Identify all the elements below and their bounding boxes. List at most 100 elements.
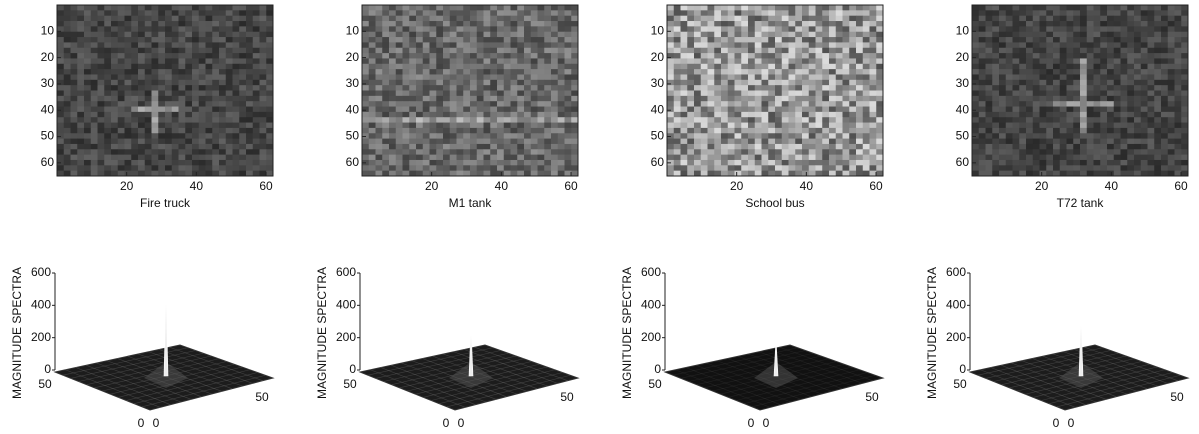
pixel	[1067, 149, 1074, 155]
pixel	[708, 48, 715, 54]
pixel	[538, 37, 545, 43]
pixel	[91, 74, 98, 80]
pixel	[266, 96, 273, 102]
pixel	[728, 123, 735, 129]
pixel	[104, 128, 111, 134]
pixel	[856, 165, 863, 171]
pixel	[1006, 32, 1013, 38]
pixel	[382, 10, 389, 16]
pixel	[450, 32, 457, 38]
pixel	[125, 139, 132, 145]
pixel	[762, 48, 769, 54]
pixel	[714, 149, 721, 155]
pixel	[558, 21, 565, 27]
pixel	[714, 74, 721, 80]
pixel	[992, 112, 999, 118]
pixel	[71, 133, 78, 139]
pixel	[226, 165, 233, 171]
pixel	[741, 74, 748, 80]
pixel	[416, 21, 423, 27]
pixel	[748, 101, 755, 107]
pixel	[165, 37, 172, 43]
pixel	[856, 37, 863, 43]
pixel	[192, 53, 199, 59]
pixel	[822, 139, 829, 145]
pixel	[551, 107, 558, 113]
pixel	[131, 37, 138, 43]
pixel	[565, 69, 572, 75]
pixel	[1141, 21, 1148, 27]
pixel	[1033, 80, 1040, 86]
pixel	[362, 74, 369, 80]
pixel	[511, 21, 518, 27]
pixel	[1107, 133, 1114, 139]
pixel	[1080, 133, 1087, 139]
pixel	[165, 58, 172, 64]
pixel	[1087, 16, 1094, 22]
pixel	[571, 112, 578, 118]
pixel	[1121, 101, 1128, 107]
pixel	[239, 85, 246, 91]
pixel	[863, 69, 870, 75]
pixel	[470, 165, 477, 171]
pixel	[504, 5, 511, 11]
pixel	[118, 16, 125, 22]
pixel	[863, 144, 870, 150]
pixel	[443, 101, 450, 107]
pixel	[71, 26, 78, 32]
pixel	[172, 37, 179, 43]
pixel	[477, 37, 484, 43]
pixel	[701, 165, 708, 171]
pixel	[131, 117, 138, 123]
pixel	[1080, 85, 1087, 91]
pixel	[558, 96, 565, 102]
pixel	[1073, 112, 1080, 118]
pixel	[185, 16, 192, 22]
pixel	[145, 37, 152, 43]
pixel	[1026, 91, 1033, 97]
pixel	[1019, 165, 1026, 171]
pixel	[809, 107, 816, 113]
pixel	[490, 139, 497, 145]
pixel	[1100, 101, 1107, 107]
pixel	[145, 85, 152, 91]
pixel	[266, 53, 273, 59]
pixel	[212, 26, 219, 32]
pixel	[206, 112, 213, 118]
pixel	[1134, 80, 1141, 86]
pixel	[1107, 128, 1114, 134]
pixel	[551, 10, 558, 16]
pixel	[728, 53, 735, 59]
pixel	[714, 32, 721, 38]
pixel	[795, 80, 802, 86]
pixel	[1046, 133, 1053, 139]
pixel	[571, 5, 578, 11]
x-tick-label: 60	[1174, 179, 1188, 193]
pixel	[376, 53, 383, 59]
pixel	[558, 48, 565, 54]
pixel	[409, 58, 416, 64]
pixel	[1019, 117, 1026, 123]
pixel	[843, 112, 850, 118]
pixel	[728, 165, 735, 171]
pixel	[477, 139, 484, 145]
pixel	[104, 139, 111, 145]
pixel	[212, 53, 219, 59]
pixel	[1019, 69, 1026, 75]
pixel	[179, 117, 186, 123]
pixel	[822, 37, 829, 43]
pixel	[1107, 85, 1114, 91]
pixel	[986, 160, 993, 166]
pixel	[1087, 155, 1094, 161]
pixel	[1114, 149, 1121, 155]
pixel	[789, 149, 796, 155]
pixel	[762, 21, 769, 27]
pixel	[708, 85, 715, 91]
z-axis-label: MAGNITUDE SPECTRA	[315, 267, 329, 399]
pixel	[1175, 165, 1182, 171]
pixel	[1053, 80, 1060, 86]
pixel	[714, 107, 721, 113]
z-tick-label: 600	[31, 265, 51, 279]
pixel	[728, 155, 735, 161]
pixel	[816, 149, 823, 155]
